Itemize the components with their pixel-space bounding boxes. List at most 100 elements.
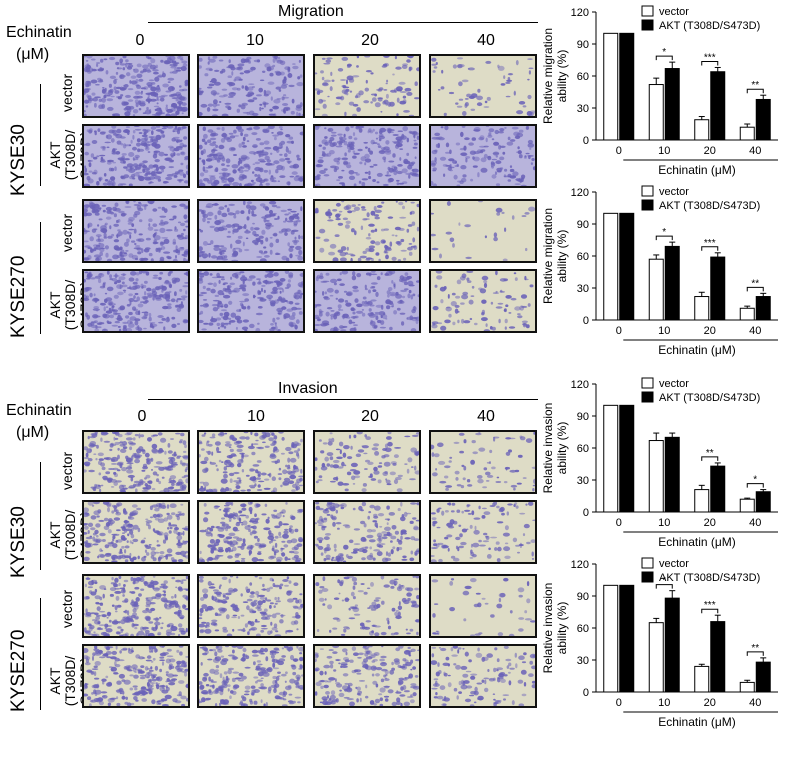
- migration-image-kyse30-akt-0: [82, 124, 190, 188]
- y-axis-label-line2: ability (%): [555, 602, 569, 655]
- invasion-title: Invasion: [278, 380, 338, 397]
- x-axis-label: Echinatin (μM): [658, 535, 736, 549]
- migration-image-kyse270-vector-20: [313, 199, 421, 263]
- significance-label: *: [662, 576, 666, 587]
- bar-vector-20: [694, 489, 710, 513]
- x-tick-label: 0: [616, 697, 622, 709]
- y-tick-label: 30: [577, 655, 589, 667]
- migration-treatment-unit: (μM): [16, 46, 50, 63]
- y-tick-label: 120: [571, 559, 589, 571]
- migration-title: Migration: [278, 3, 344, 20]
- significance-label: ***: [704, 238, 716, 249]
- invasion-image-kyse30-akt-10: [197, 500, 305, 564]
- migration-dose-10: 10: [246, 32, 264, 49]
- significance-bracket: [746, 88, 764, 94]
- bar-akt-0: [619, 404, 635, 513]
- x-tick-label: 10: [658, 325, 670, 337]
- invasion-image-kyse30-vector-10: [197, 430, 305, 494]
- legend-label-vector: vector: [659, 6, 689, 18]
- migration-image-kyse30-akt-40: [429, 124, 537, 188]
- migration-image-kyse30-akt-10: [197, 124, 305, 188]
- bar-vector-10: [648, 622, 664, 693]
- bar-vector-0: [603, 584, 619, 693]
- migration-image-kyse270-vector-10: [197, 199, 305, 263]
- legend-swatch-akt: [641, 391, 654, 403]
- legend-label-vector: vector: [659, 558, 689, 570]
- migration-row-kyse30-vector: vector: [59, 73, 75, 112]
- x-tick-label: 40: [749, 325, 761, 337]
- bar-akt-10: [664, 68, 680, 141]
- invasion-bracket-kyse270: [40, 598, 41, 710]
- invasion-image-kyse270-vector-20: [313, 574, 421, 638]
- significance-label: **: [751, 80, 759, 91]
- bar-akt-40: [755, 296, 771, 321]
- bar-akt-10: [664, 597, 680, 693]
- migration-cellline-kyse270: KYSE270: [8, 255, 29, 338]
- bar-vector-20: [694, 665, 710, 693]
- invasion-bracket-kyse30: [40, 462, 41, 570]
- significance-bracket: [746, 286, 764, 292]
- bar-akt-0: [619, 32, 635, 141]
- bar-akt-40: [755, 98, 771, 141]
- bar-vector-40: [739, 126, 755, 141]
- legend-swatch-akt: [641, 199, 654, 211]
- significance-label: *: [753, 475, 757, 486]
- invasion-image-kyse270-vector-0: [82, 574, 190, 638]
- invasion-image-kyse30-vector-20: [313, 430, 421, 494]
- legend-swatch-vector: [641, 185, 654, 197]
- x-tick-label: 40: [749, 145, 761, 157]
- legend-swatch-vector: [641, 5, 654, 17]
- significance-label: *: [662, 47, 666, 58]
- y-tick-label: 60: [577, 443, 589, 455]
- y-axis-label-line2: ability (%): [555, 50, 569, 103]
- legend-label-akt: AKT (T308D/S473D): [659, 20, 760, 32]
- migration-cellline-kyse30: KYSE30: [8, 124, 29, 196]
- invasion-image-kyse270-vector-40: [429, 574, 537, 638]
- invasion-chart-kyse30: 0 30 60 90 120 Relative invasion ability (%) 0 1…: [538, 372, 793, 555]
- invasion-treatment-label: Echinatin: [6, 402, 72, 419]
- y-tick-label: 90: [577, 39, 589, 51]
- y-axis-label: Relative migration: [541, 28, 555, 124]
- bar-akt-0: [619, 584, 635, 693]
- bar-vector-20: [694, 119, 710, 141]
- legend-label-akt: AKT (T308D/S473D): [659, 392, 760, 404]
- x-tick-label: 0: [616, 517, 622, 529]
- bar-vector-10: [648, 440, 664, 513]
- y-tick-label: 120: [571, 187, 589, 199]
- y-tick-label: 60: [577, 251, 589, 263]
- significance-bracket: [701, 608, 719, 614]
- x-tick-label: 10: [658, 145, 670, 157]
- legend-swatch-akt: [641, 19, 654, 31]
- y-tick-label: 90: [577, 591, 589, 603]
- significance-label: ***: [704, 52, 716, 63]
- migration-image-kyse270-akt-20: [313, 269, 421, 333]
- migration-image-kyse270-akt-0: [82, 269, 190, 333]
- bar-vector-0: [603, 404, 619, 513]
- y-tick-label: 30: [577, 283, 589, 295]
- migration-image-kyse270-vector-40: [429, 199, 537, 263]
- migration-treatment-label: Echinatin: [6, 24, 72, 41]
- bar-akt-20: [710, 465, 726, 513]
- legend-label-vector: vector: [659, 186, 689, 198]
- invasion-image-kyse270-akt-0: [82, 644, 190, 708]
- significance-label: **: [706, 448, 714, 459]
- x-tick-label: 20: [704, 517, 716, 529]
- bar-vector-20: [694, 296, 710, 321]
- y-tick-label: 90: [577, 219, 589, 231]
- bar-vector-0: [603, 212, 619, 321]
- significance-label: **: [751, 643, 759, 654]
- legend-swatch-akt: [641, 571, 654, 583]
- migration-dose-20: 20: [361, 32, 379, 49]
- significance-bracket: [701, 456, 719, 461]
- migration-chart-kyse270: 0 30 60 90 120 Relative migration ability (%) 0…: [538, 180, 793, 363]
- invasion-cellline-kyse270: KYSE270: [8, 629, 29, 712]
- bar-vector-0: [603, 32, 619, 141]
- bar-vector-40: [739, 681, 755, 693]
- bar-akt-40: [755, 491, 771, 513]
- y-tick-label: 90: [577, 411, 589, 423]
- significance-bracket: [746, 651, 764, 656]
- significance-label: **: [751, 278, 759, 289]
- y-axis-label-line2: ability (%): [555, 422, 569, 475]
- x-axis-label: Echinatin (μM): [658, 163, 736, 177]
- invasion-image-kyse30-akt-20: [313, 500, 421, 564]
